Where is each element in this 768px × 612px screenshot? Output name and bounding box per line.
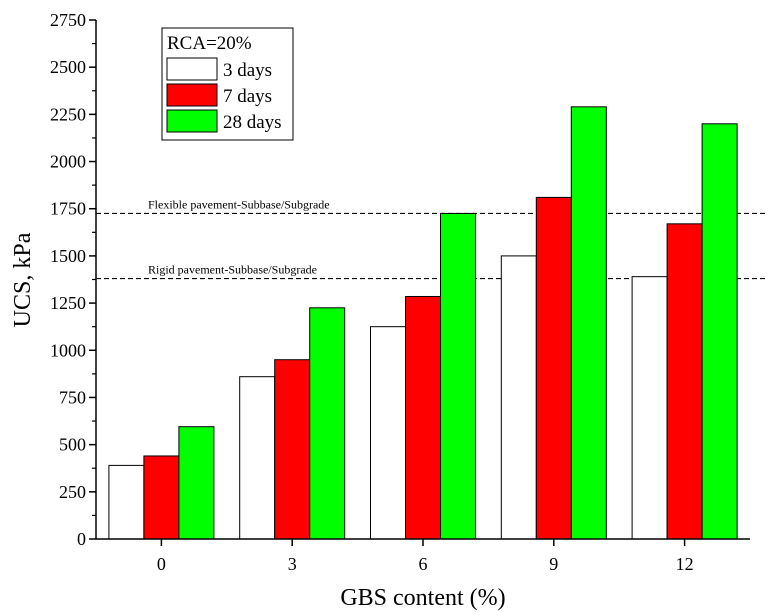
bar	[405, 295, 441, 540]
legend-entry-label: 3 days	[223, 60, 272, 81]
bar	[143, 455, 180, 540]
x-tick-label: 6	[419, 554, 428, 574]
bar	[370, 326, 406, 540]
y-tick-label: 2750	[50, 10, 86, 30]
legend-swatch	[166, 57, 218, 81]
legend-title: RCA=20%	[167, 33, 252, 54]
y-tick-label: 250	[59, 482, 86, 502]
legend-swatch	[166, 109, 218, 133]
bar	[500, 255, 537, 540]
reference-line-label: Rigid pavement-Subbase/Subgrade	[148, 263, 317, 277]
legend: RCA=20% 3 days 7 days 28 days	[161, 27, 294, 141]
bar	[440, 212, 476, 540]
reference-line-label: Flexible pavement-Subbase/Subgrade	[148, 197, 330, 211]
bar	[108, 464, 145, 540]
y-ticks: 0 250 500 750 1000 1250 1500 1750 2000 2250 2500 27…	[50, 10, 96, 549]
legend-entry-label: 28 days	[223, 112, 282, 133]
bar	[178, 426, 215, 540]
x-tick-label: 3	[288, 554, 297, 574]
y-tick-label: 0	[77, 529, 86, 549]
y-tick-label: 2500	[50, 57, 86, 77]
y-tick-label: 750	[59, 387, 86, 407]
y-tick-label: 500	[59, 435, 86, 455]
bar	[274, 359, 311, 540]
y-tick-label: 2000	[50, 152, 86, 172]
bar	[535, 196, 572, 540]
legend-swatch	[166, 83, 218, 107]
bar	[631, 276, 668, 540]
x-axis-title: GBS content (%)	[340, 585, 505, 611]
bar	[570, 106, 607, 540]
bar	[666, 223, 703, 540]
y-tick-label: 2250	[50, 104, 86, 124]
y-axis-title: UCS, kPa	[10, 232, 36, 327]
bar	[701, 123, 738, 540]
y-tick-label: 1500	[50, 246, 86, 266]
x-tick-label: 9	[549, 554, 558, 574]
x-tick-label: 12	[676, 554, 694, 574]
x-ticks: 0 3 6 9 12	[157, 539, 694, 574]
y-tick-label: 1000	[50, 340, 86, 360]
bar	[239, 376, 276, 540]
reference-lines: Flexible pavement-Subbase/Subgrade Rigid …	[96, 197, 768, 280]
y-tick-label: 1750	[50, 199, 86, 219]
legend-entry-label: 7 days	[223, 86, 272, 107]
y-tick-label: 1250	[50, 293, 86, 313]
bars-group	[108, 106, 738, 540]
bar	[309, 307, 346, 540]
x-tick-label: 0	[157, 554, 166, 574]
